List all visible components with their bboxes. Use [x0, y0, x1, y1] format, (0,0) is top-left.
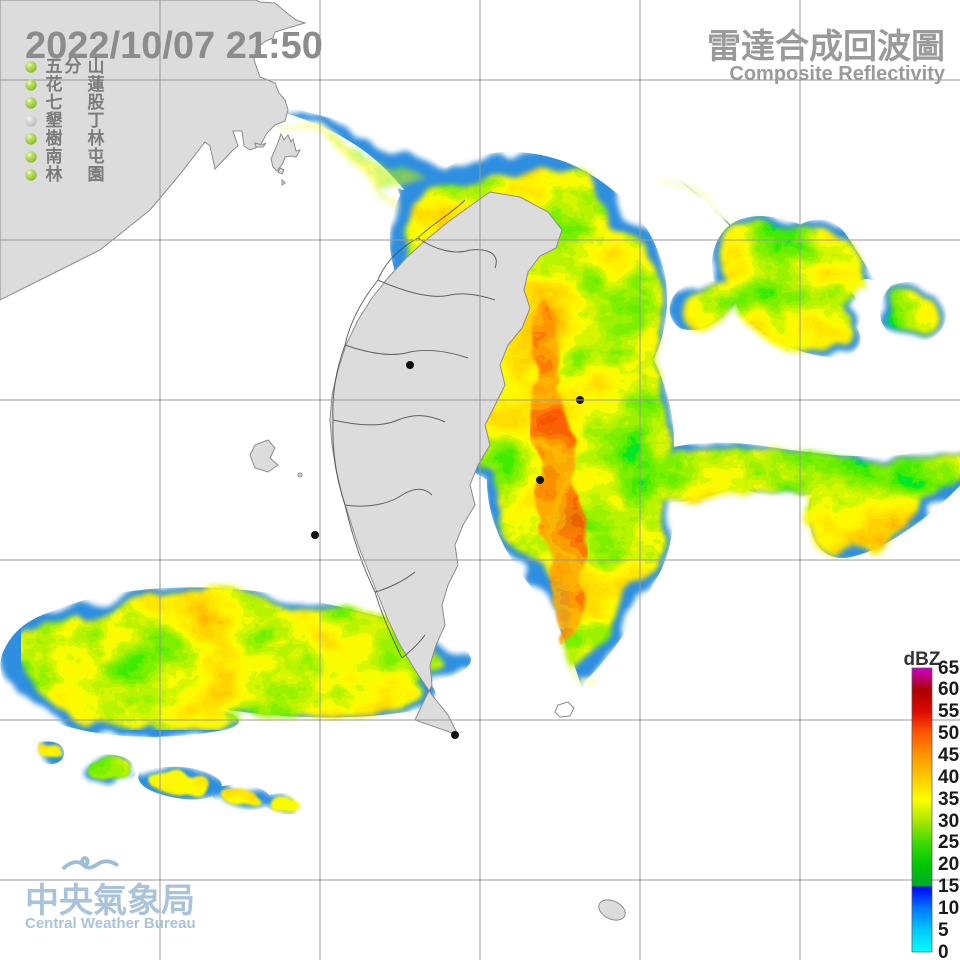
svg-text:25: 25: [938, 832, 960, 853]
svg-text:Central Weather Bureau: Central Weather Bureau: [25, 915, 196, 932]
svg-text:Composite Reflectivity: Composite Reflectivity: [729, 63, 945, 85]
svg-text:65: 65: [938, 658, 960, 679]
svg-text:墾: 墾: [46, 111, 64, 130]
svg-text:股: 股: [88, 93, 105, 112]
svg-text:山: 山: [88, 57, 105, 76]
svg-text:60: 60: [938, 679, 959, 700]
svg-text:30: 30: [938, 811, 959, 832]
svg-text:雷達合成回波圖: 雷達合成回波圖: [707, 28, 945, 66]
svg-text:蓮: 蓮: [88, 74, 105, 94]
svg-text:45: 45: [938, 745, 960, 766]
svg-text:50: 50: [938, 723, 959, 744]
svg-text:15: 15: [938, 876, 960, 897]
svg-text:屯: 屯: [88, 146, 105, 166]
svg-text:10: 10: [938, 898, 959, 919]
svg-text:5: 5: [938, 920, 949, 941]
svg-text:五: 五: [46, 57, 63, 76]
svg-text:分: 分: [65, 57, 82, 76]
svg-text:南: 南: [46, 146, 63, 166]
svg-text:40: 40: [938, 767, 959, 788]
svg-text:七: 七: [46, 93, 63, 112]
svg-text:林: 林: [88, 128, 105, 148]
svg-text:丁: 丁: [88, 111, 105, 130]
svg-text:林: 林: [46, 164, 63, 184]
svg-text:園: 園: [88, 165, 105, 184]
svg-text:55: 55: [938, 701, 960, 722]
svg-text:dBZ: dBZ: [904, 649, 941, 670]
svg-text:花: 花: [46, 74, 63, 94]
svg-text:樹: 樹: [46, 128, 63, 148]
svg-text:35: 35: [938, 789, 960, 810]
svg-text:0: 0: [938, 942, 949, 960]
svg-text:20: 20: [938, 854, 959, 875]
